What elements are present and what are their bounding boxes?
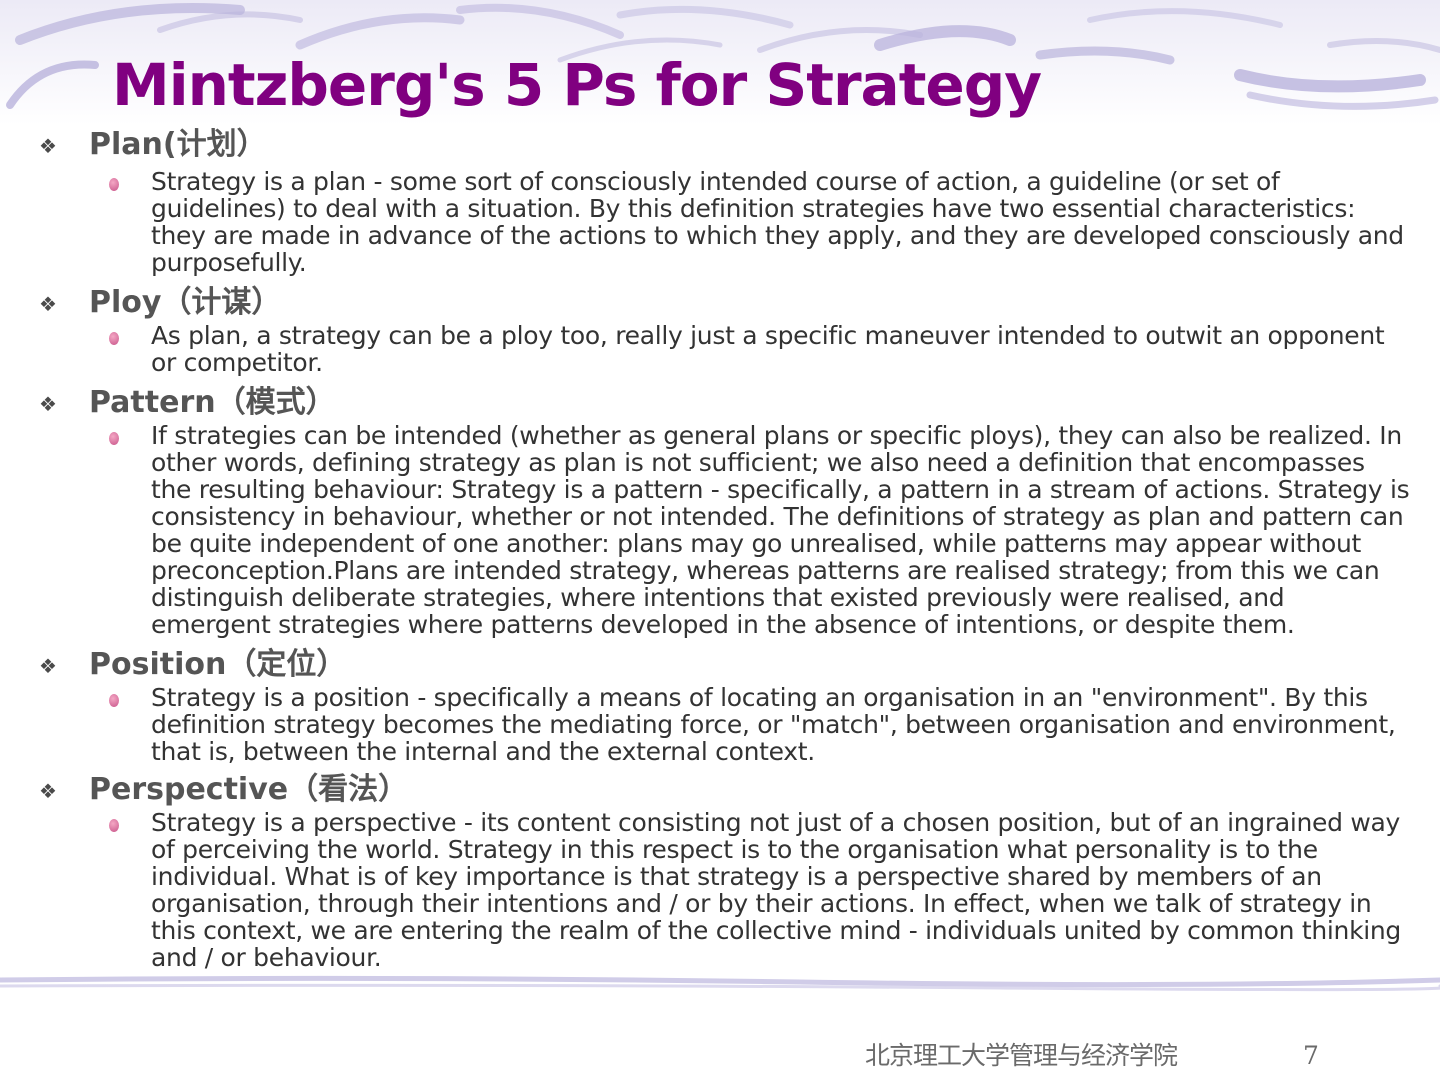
- section-perspective: ❖ Perspective（看法） Strategy is a perspect…: [0, 771, 1440, 971]
- pink-dot-icon: [109, 694, 119, 707]
- pink-dot-icon: [109, 332, 119, 345]
- decorative-banner: [0, 0, 1440, 125]
- pink-dot-icon: [109, 819, 119, 832]
- diamond-cross-icon: ❖: [39, 292, 57, 316]
- diamond-cross-icon: ❖: [39, 654, 57, 678]
- diamond-cross-icon: ❖: [39, 134, 57, 158]
- section-position: ❖ Position（定位） Strategy is a position - …: [0, 646, 1440, 765]
- pink-dot-icon: [109, 432, 119, 445]
- section-ploy: ❖ Ploy（计谋） As plan, a strategy can be a …: [0, 284, 1440, 376]
- section-heading-perspective: Perspective（看法）: [89, 772, 409, 807]
- section-text-plan: Strategy is a plan - some sort of consci…: [151, 167, 1404, 277]
- section-heading-pattern: Pattern（模式）: [89, 385, 336, 420]
- section-text-ploy: As plan, a strategy can be a ploy too, r…: [151, 321, 1385, 377]
- diamond-cross-icon: ❖: [39, 392, 57, 416]
- diamond-cross-icon: ❖: [39, 779, 57, 803]
- page-title: Mintzberg's 5 Ps for Strategy: [112, 51, 1042, 119]
- section-text-perspective: Strategy is a perspective - its content …: [151, 808, 1402, 972]
- slide-content: ❖ Plan(计划） Strategy is a plan - some sor…: [0, 126, 1440, 971]
- section-heading-ploy: Ploy（计谋）: [89, 285, 282, 320]
- decorative-bottom-stroke: [0, 975, 1440, 992]
- section-text-pattern: If strategies can be intended (whether a…: [151, 421, 1410, 639]
- section-pattern: ❖ Pattern（模式） If strategies can be inten…: [0, 384, 1440, 638]
- section-plan: ❖ Plan(计划） Strategy is a plan - some sor…: [0, 126, 1440, 276]
- section-heading-position: Position（定位）: [89, 647, 347, 682]
- footer-institution: 北京理工大学管理与经济学院: [865, 1041, 1178, 1070]
- page-number: 7: [1303, 1041, 1319, 1070]
- pink-dot-icon: [109, 178, 119, 191]
- section-text-position: Strategy is a position - specifically a …: [151, 683, 1396, 766]
- section-heading-plan: Plan(计划）: [89, 127, 267, 162]
